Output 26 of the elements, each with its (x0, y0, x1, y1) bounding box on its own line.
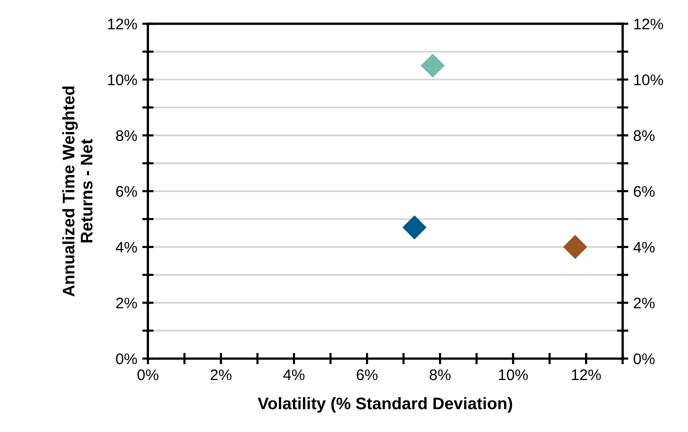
y-tick-label: 2% (116, 298, 137, 308)
x-tick-label: 10% (498, 369, 528, 380)
point (420, 54, 445, 78)
y-tick-label: 10% (108, 74, 137, 86)
y2-tick-label: 10% (634, 74, 664, 86)
y-axis-title: Annualized Time Weighted Returns - Net (62, 86, 93, 296)
x-tick-label: 2% (210, 369, 232, 380)
y2-tick-label: 12% (634, 18, 664, 30)
y2-tick-label: 8% (634, 130, 655, 142)
point (563, 234, 588, 259)
y2-tick-label: 4% (633, 242, 655, 253)
y2-tick-label: 6% (634, 186, 655, 197)
y2-tick-label: 0% (634, 353, 655, 364)
x-tick-label: 4% (283, 369, 304, 380)
x-tick-label: 6% (356, 369, 378, 380)
x-tick-label: 12% (572, 369, 601, 380)
x-axis-title: Volatility (% Standard Deviation) (258, 397, 512, 413)
x-tick-label: 0% (137, 369, 158, 380)
y2-tick-label: 2% (634, 298, 655, 308)
y-tick-label: 4% (116, 242, 137, 253)
y-tick-label: 8% (116, 130, 137, 142)
point (402, 215, 427, 240)
y-tick-label: 12% (108, 18, 137, 30)
y-tick-label: 0% (116, 353, 137, 364)
x-tick-label: 8% (430, 369, 451, 380)
y-tick-label: 6% (116, 186, 137, 197)
